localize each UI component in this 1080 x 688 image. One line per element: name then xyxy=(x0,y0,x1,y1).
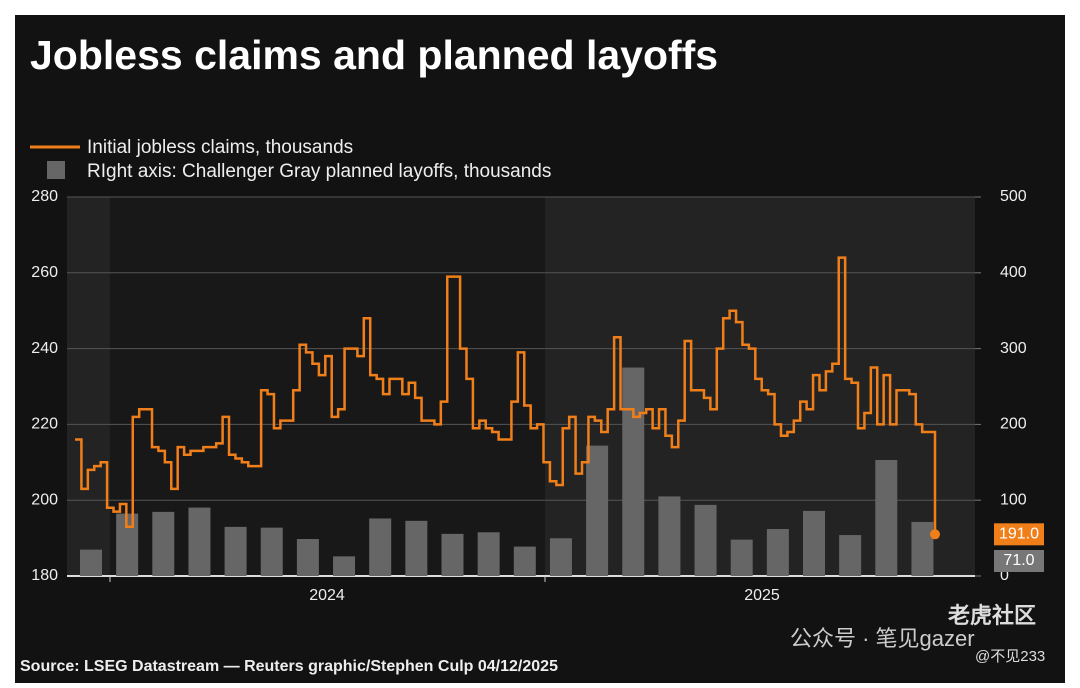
bar xyxy=(586,445,609,576)
y-tick-label: 220 xyxy=(31,416,58,433)
bar xyxy=(188,507,211,576)
y-tick-label: 280 xyxy=(31,188,58,205)
y2-tick-label: 200 xyxy=(1000,416,1027,433)
year-band xyxy=(67,197,110,576)
y2-tick-label: 400 xyxy=(1000,264,1027,281)
watermark: 公众号 · 笔见gazer xyxy=(790,626,975,651)
bar xyxy=(441,533,464,576)
chart-title: Jobless claims and planned layoffs xyxy=(30,32,718,78)
end-point xyxy=(930,529,940,540)
bar xyxy=(875,460,898,576)
bar xyxy=(658,496,681,576)
year-band xyxy=(110,197,545,576)
bar xyxy=(730,539,753,576)
bar xyxy=(80,549,102,576)
bar xyxy=(549,538,572,576)
y-tick-label: 260 xyxy=(31,264,58,281)
bar xyxy=(694,504,717,576)
bar xyxy=(766,529,789,576)
bar xyxy=(405,520,428,576)
bar xyxy=(911,521,934,576)
y2-tick-label: 0 xyxy=(1000,567,1009,584)
y2-tick-label: 300 xyxy=(1000,340,1027,357)
line xyxy=(75,256,937,535)
bar xyxy=(477,532,500,576)
y-tick-label: 240 xyxy=(31,340,58,357)
end-label: 71.0 xyxy=(1003,552,1034,569)
legend-entry: RIght axis: Challenger Gray planned layo… xyxy=(87,161,551,182)
legend-swatch xyxy=(47,161,65,179)
end-label-box xyxy=(994,550,1044,572)
source: Source: LSEG Datastream — Reuters graphi… xyxy=(20,658,558,675)
bar xyxy=(152,511,175,576)
y2-tick-label: 100 xyxy=(1000,491,1027,508)
legend-entry: Initial jobless claims, thousands xyxy=(87,137,353,158)
bar xyxy=(116,513,139,576)
watermark: 老虎社区 xyxy=(947,603,1036,628)
bar xyxy=(296,539,319,576)
x-tick-label: 2025 xyxy=(744,587,780,604)
end-label: 191.0 xyxy=(999,526,1039,543)
x-tick-label: 2024 xyxy=(309,587,345,604)
y-tick-label: 180 xyxy=(31,567,58,584)
bar xyxy=(260,527,283,576)
y-tick-label: 200 xyxy=(31,491,58,508)
bar xyxy=(369,518,392,576)
year-band xyxy=(545,197,975,576)
bar xyxy=(333,556,356,576)
end-label-box xyxy=(994,523,1044,546)
watermark: @不见233 xyxy=(975,648,1045,665)
bar xyxy=(803,510,825,576)
bar xyxy=(513,546,536,576)
bar xyxy=(839,535,862,576)
y2-tick-label: 500 xyxy=(1000,188,1027,205)
bar xyxy=(224,526,247,576)
bar xyxy=(622,367,645,576)
